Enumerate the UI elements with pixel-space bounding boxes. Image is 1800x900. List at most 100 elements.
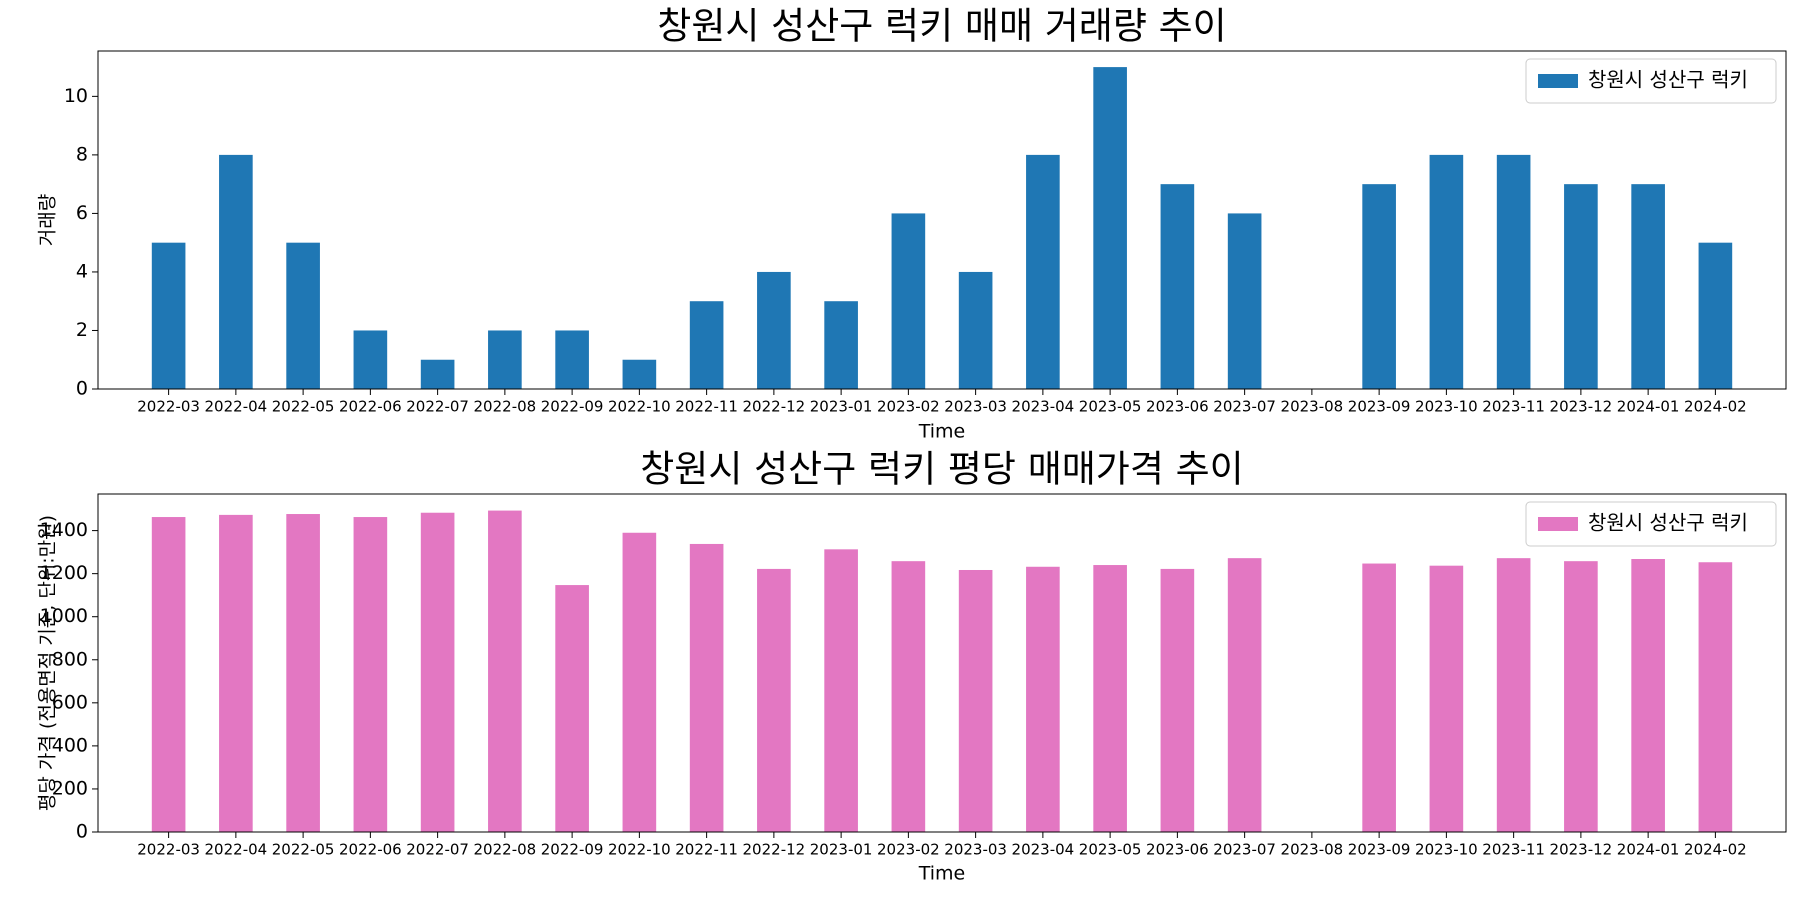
- x-tick-label: 2022-03: [137, 398, 200, 416]
- bar-2024-02: [1698, 562, 1733, 832]
- bar-2022-08: [488, 330, 522, 389]
- x-tick-label: 2023-06: [1146, 398, 1209, 416]
- x-tick-label: 2023-03: [944, 841, 1007, 859]
- bar-2022-10: [622, 359, 657, 389]
- y-tick-label: 400: [52, 734, 88, 756]
- bar-2023-02: [891, 561, 926, 832]
- bar-2023-05: [1093, 565, 1127, 832]
- x-tick-label: 2023-05: [1079, 398, 1142, 416]
- x-axis-label: Time: [918, 421, 966, 443]
- x-tick-label: 2023-06: [1146, 841, 1209, 859]
- x-tick-label: 2023-09: [1348, 398, 1411, 416]
- y-tick-label: 0: [76, 378, 88, 400]
- x-tick-label: 2023-05: [1079, 841, 1142, 859]
- x-tick-label: 2022-06: [339, 841, 402, 859]
- x-tick-label: 2022-07: [406, 398, 469, 416]
- y-tick-label: 0: [76, 821, 88, 843]
- bar-2024-02: [1698, 242, 1733, 389]
- bar-2022-03: [151, 242, 186, 389]
- legend-label: 창원시 성산구 럭키: [1588, 68, 1748, 92]
- x-tick-label: 2022-04: [205, 398, 268, 416]
- x-tick-label: 2023-03: [944, 398, 1007, 416]
- legend: 창원시 성산구 럭키: [1525, 58, 1777, 104]
- legend-label: 창원시 성산구 럭키: [1588, 511, 1748, 535]
- x-tick-label: 2023-07: [1213, 841, 1276, 859]
- x-tick-label: 2024-01: [1617, 398, 1680, 416]
- x-tick-label: 2023-04: [1012, 398, 1075, 416]
- plot-frame: [97, 50, 1787, 390]
- y-tick-label: 1200: [40, 562, 88, 584]
- x-tick-label: 2023-10: [1415, 841, 1478, 859]
- bar-2022-09: [555, 585, 589, 832]
- bar-2023-10: [1429, 154, 1464, 389]
- legend-box: [1525, 58, 1777, 104]
- bar-2022-12: [757, 271, 791, 389]
- legend-box: [1525, 501, 1777, 547]
- x-tick-label: 2023-12: [1550, 398, 1613, 416]
- x-tick-label: 2022-11: [675, 841, 738, 859]
- y-axis-label: 평당 가격 (전용면적 기준, 단위:만원): [37, 515, 59, 811]
- bar-2022-06: [353, 330, 388, 389]
- x-tick-label: 2022-12: [743, 398, 806, 416]
- bar-2023-05: [1093, 67, 1127, 389]
- y-axis-label: 거래량: [37, 194, 59, 246]
- bar-2022-04: [219, 154, 253, 389]
- bar-2023-10: [1429, 565, 1464, 832]
- x-tick-label: 2023-09: [1348, 841, 1411, 859]
- x-tick-label: 2022-08: [474, 398, 537, 416]
- y-tick-label: 1000: [40, 605, 88, 627]
- legend: 창원시 성산구 럭키: [1525, 501, 1777, 547]
- y-tick-label: 8: [76, 143, 88, 165]
- y-tick-label: 200: [52, 777, 88, 799]
- bar-2023-07: [1227, 213, 1262, 389]
- x-tick-label: 2023-04: [1012, 841, 1075, 859]
- x-tick-label: 2022-03: [137, 841, 200, 859]
- bar-2023-03: [958, 271, 993, 389]
- y-tick-label: 1400: [40, 519, 88, 541]
- legend-swatch: [1538, 74, 1578, 88]
- y-tick-label: 6: [76, 202, 88, 224]
- bar-2023-09: [1362, 563, 1396, 832]
- x-tick-label: 2022-12: [743, 841, 806, 859]
- x-tick-label: 2023-08: [1281, 398, 1344, 416]
- x-tick-label: 2024-02: [1684, 398, 1747, 416]
- x-axis: 2022-03 2022-04 2022-05 2022-06 2022-07 2022-…: [137, 389, 1747, 416]
- bar-2023-11: [1496, 558, 1531, 832]
- x-tick-label: 2023-02: [877, 841, 940, 859]
- x-tick-label: 2023-10: [1415, 398, 1478, 416]
- bar-2022-08: [488, 510, 522, 832]
- bar-2023-01: [824, 301, 858, 389]
- y-axis: 0 2 4 6 8 10: [64, 85, 98, 400]
- bars: [151, 510, 1733, 832]
- bar-2023-12: [1564, 561, 1598, 832]
- bar-2023-01: [824, 549, 858, 832]
- bar-2022-09: [555, 330, 589, 389]
- x-tick-label: 2022-05: [272, 398, 335, 416]
- x-tick-label: 2023-12: [1550, 841, 1613, 859]
- chart-title: 창원시 성산구 럭키 평당 매매가격 추이: [640, 448, 1243, 491]
- bar-2022-06: [353, 517, 388, 832]
- bar-2023-11: [1496, 154, 1531, 389]
- x-tick-label: 2024-01: [1617, 841, 1680, 859]
- y-tick-label: 4: [76, 260, 88, 282]
- x-tick-label: 2023-07: [1213, 398, 1276, 416]
- x-tick-label: 2023-02: [877, 398, 940, 416]
- x-tick-label: 2024-02: [1684, 841, 1747, 859]
- x-tick-label: 2023-01: [810, 398, 873, 416]
- price-chart: 창원시 성산구 럭키 평당 매매가격 추이 0 200 400 600 800 1000 12…: [37, 448, 1787, 885]
- y-tick-label: 2: [76, 319, 88, 341]
- y-tick-label: 600: [52, 691, 88, 713]
- x-tick-label: 2022-07: [406, 841, 469, 859]
- bar-2023-06: [1160, 568, 1195, 832]
- bar-2023-09: [1362, 184, 1396, 389]
- y-tick-label: 800: [52, 648, 88, 670]
- bar-2023-12: [1564, 184, 1598, 389]
- bar-2024-01: [1631, 559, 1665, 832]
- plot-frame: [97, 493, 1787, 833]
- bar-2022-11: [689, 543, 724, 832]
- bar-2023-07: [1227, 558, 1262, 832]
- y-tick-label: 10: [64, 85, 88, 107]
- bar-2022-05: [286, 514, 320, 832]
- legend-swatch: [1538, 517, 1578, 531]
